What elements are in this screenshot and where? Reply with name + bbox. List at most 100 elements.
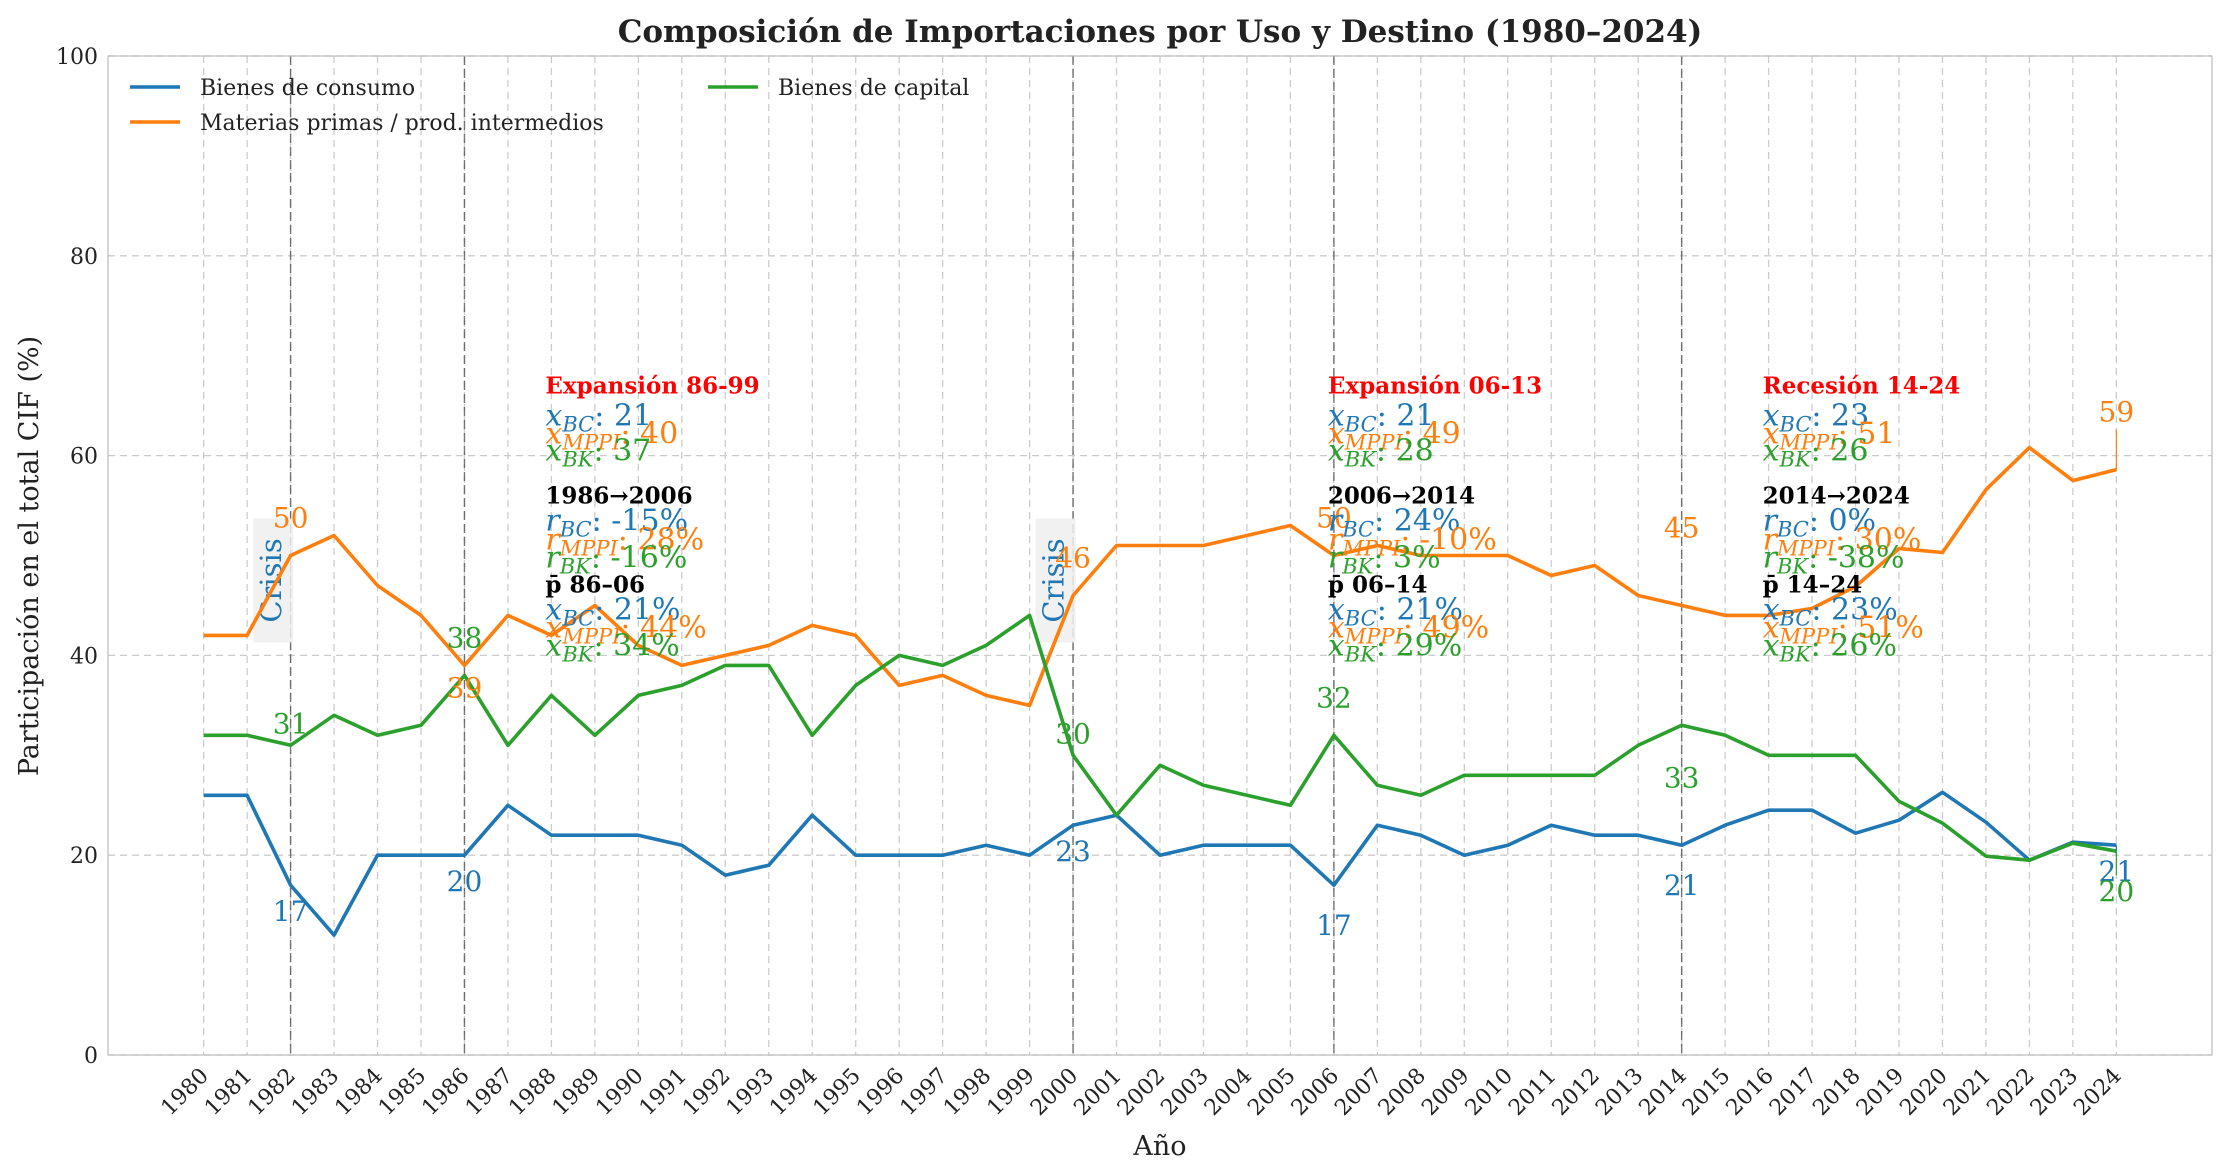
x-tick-label: 2020 xyxy=(1895,1064,1952,1121)
x-tick-label: 1983 xyxy=(287,1064,344,1121)
x-tick-label: 2014 xyxy=(1635,1064,1692,1121)
annotation-mean-bk: xBK: 28 xyxy=(1328,434,1434,472)
x-tick-label: 1980 xyxy=(157,1064,214,1121)
annotation-change-title: 2014→2024 xyxy=(1763,483,1910,510)
point-label: 59 xyxy=(2099,396,2135,429)
legend-entry: Bienes de capital xyxy=(778,76,969,101)
x-tick-label: 2017 xyxy=(1765,1064,1822,1121)
annotation-avg-title: p̄ 06–14 xyxy=(1328,571,1428,598)
annotation-change-bk: rBK: -38% xyxy=(1763,540,1905,578)
point-label: 17 xyxy=(273,895,309,928)
x-tick-label: 2022 xyxy=(1982,1064,2039,1121)
x-tick-label: 2015 xyxy=(1678,1064,1735,1121)
x-tick-label: 2006 xyxy=(1287,1064,1344,1121)
x-tick-label: 1994 xyxy=(765,1064,822,1121)
x-tick-label: 1995 xyxy=(809,1064,866,1121)
point-label: 20 xyxy=(2099,875,2135,908)
x-tick-label: 2005 xyxy=(1243,1064,1300,1121)
x-tick-label: 2001 xyxy=(1069,1064,1126,1121)
annotation-change-bc: rBC: 0% xyxy=(1763,504,1876,542)
annotation-header: Expansión 06-13 xyxy=(1328,373,1542,400)
x-tick-label: 1993 xyxy=(722,1064,779,1121)
annotation-avg-mppi: xMPPI: 44% xyxy=(545,610,706,648)
y-tick-label: 60 xyxy=(70,445,98,470)
x-tick-label: 2021 xyxy=(1939,1064,1996,1121)
annotation-mean-bc: xBC: 21 xyxy=(545,399,652,437)
y-tick-label: 80 xyxy=(70,245,98,270)
point-label: 30 xyxy=(1055,717,1091,750)
annotation-mean-bk: xBK: 26 xyxy=(1763,434,1869,472)
annotation-change-mppi: rMPPI: 28% xyxy=(545,523,704,561)
point-label: 33 xyxy=(1664,761,1700,794)
annotation-avg-bc: xBC: 23% xyxy=(1763,592,1898,630)
annotation-avg-bc: xBC: 21% xyxy=(1328,592,1463,630)
x-tick-label: 1992 xyxy=(678,1064,735,1121)
legend-entry: Bienes de consumo xyxy=(200,76,415,101)
x-tick-label: 1986 xyxy=(417,1064,474,1121)
x-tick-label: 2024 xyxy=(2069,1064,2126,1121)
point-label: 46 xyxy=(1055,541,1091,574)
x-tick-label: 2018 xyxy=(1809,1064,1866,1121)
y-tick-label: 40 xyxy=(70,644,98,669)
x-tick-label: 2016 xyxy=(1722,1064,1779,1121)
axes: 0204060801001980198119821983198419851986… xyxy=(56,45,2213,1121)
point-label: 50 xyxy=(273,502,309,535)
annotation-header: Expansión 86-99 xyxy=(545,373,759,400)
x-tick-label: 1998 xyxy=(939,1064,996,1121)
x-tick-label: 1988 xyxy=(504,1064,561,1121)
x-tick-label: 1985 xyxy=(374,1064,431,1121)
annotation-change-bc: rBC: -15% xyxy=(545,504,688,542)
legend: Bienes de consumo Materias primas / prod.… xyxy=(130,76,969,136)
point-label: 50 xyxy=(1316,502,1352,535)
series-lines xyxy=(203,445,2117,937)
annotation-change-bk: rBK: -16% xyxy=(545,540,687,578)
annotation-avg-bk: xBK: 29% xyxy=(1328,628,1462,666)
annotation-avg-bk: xBK: 34% xyxy=(545,628,679,666)
chart-title: Composición de Importaciones por Uso y D… xyxy=(618,14,1703,50)
annotation-change-mppi: rMPPI: -10% xyxy=(1328,523,1497,561)
annotation-mean-mppi: xMPPI: 40 xyxy=(545,417,678,455)
series-line-1 xyxy=(203,445,2117,708)
crisis-label: Crisis xyxy=(1037,538,1071,622)
x-tick-label: 1981 xyxy=(200,1064,257,1121)
x-tick-label: 1996 xyxy=(852,1064,909,1121)
x-tick-label: 1999 xyxy=(983,1064,1040,1121)
annotation-change-bk: rBK: 3% xyxy=(1328,540,1441,578)
annotation-avg-bc: xBC: 21% xyxy=(545,592,680,630)
x-tick-label: 1989 xyxy=(548,1064,605,1121)
y-tick-label: 20 xyxy=(70,844,98,869)
x-tick-label: 1997 xyxy=(896,1064,953,1121)
annotation-avg-mppi: xMPPI: 51% xyxy=(1763,610,1924,648)
annotation-avg-title: p̄ 14–24 xyxy=(1763,571,1863,598)
point-label: 21 xyxy=(1664,869,1700,902)
point-label: 20 xyxy=(447,865,483,898)
y-tick-label: 0 xyxy=(84,1044,98,1069)
annotation-mean-mppi: xMPPI: 49 xyxy=(1328,417,1461,455)
x-tick-label: 2000 xyxy=(1026,1064,1083,1121)
point-label: 45 xyxy=(1664,511,1700,544)
x-tick-label: 2019 xyxy=(1852,1064,1909,1121)
annotation-change-mppi: rMPPI: 30% xyxy=(1763,523,1922,561)
x-tick-label: 2012 xyxy=(1548,1064,1605,1121)
x-tick-label: 2009 xyxy=(1417,1064,1474,1121)
x-tick-label: 1991 xyxy=(635,1064,692,1121)
annotation-avg-mppi: xMPPI: 49% xyxy=(1328,610,1489,648)
x-tick-label: 2003 xyxy=(1156,1064,1213,1121)
plot-frame xyxy=(107,55,2213,1056)
x-tick-label: 2004 xyxy=(1200,1064,1257,1121)
annotation-change-bc: rBC: 24% xyxy=(1328,504,1461,542)
y-tick-label: 100 xyxy=(56,45,98,70)
annotation-change-title: 1986→2006 xyxy=(545,483,692,510)
annotation-change-title: 2006→2014 xyxy=(1328,483,1475,510)
point-label: 17 xyxy=(1316,909,1352,942)
legend-entry: Materias primas / prod. intermedios xyxy=(200,111,604,136)
y-axis-label: Participación en el total CIF (%) xyxy=(14,336,45,776)
x-tick-label: 2023 xyxy=(2026,1064,2083,1121)
x-tick-label: 2010 xyxy=(1461,1064,1518,1121)
annotation-avg-title: p̄ 86–06 xyxy=(545,571,645,598)
x-tick-label: 1987 xyxy=(461,1064,518,1121)
x-tick-label: 1982 xyxy=(244,1064,301,1121)
